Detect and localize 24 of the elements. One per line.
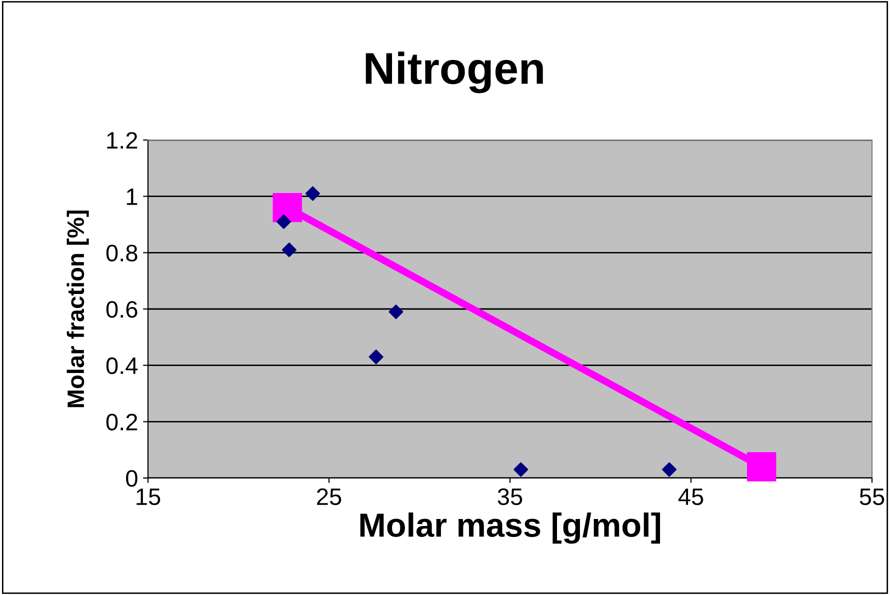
x-tick-label: 15 <box>136 488 160 506</box>
x-tick-label: 35 <box>498 488 522 506</box>
x-tick-label: 45 <box>678 488 704 506</box>
y-tick-label: 0.4 <box>106 357 138 374</box>
x-axis-title: Molar mass [g/mol] <box>360 512 660 544</box>
chart-title: Nitrogen <box>366 52 543 94</box>
point <box>368 350 384 364</box>
point <box>276 214 292 229</box>
point <box>514 462 528 477</box>
point <box>662 462 677 477</box>
y-tick-label: 1.2 <box>107 132 138 149</box>
point <box>282 242 296 258</box>
point <box>747 452 776 482</box>
point <box>388 304 404 320</box>
y-tick-label: 1 <box>126 188 138 205</box>
point <box>305 186 320 201</box>
y-tick-label: 0 <box>126 470 138 487</box>
point <box>272 193 302 222</box>
y-tick-label: 0.6 <box>106 301 138 318</box>
y-tick-label: 0.2 <box>106 414 138 430</box>
y-axis-title: Molar fraction [%] <box>66 210 89 408</box>
y-tick-label: 0.8 <box>106 244 138 262</box>
x-tick-label: 55 <box>860 488 884 506</box>
x-tick-label: 25 <box>317 488 342 506</box>
